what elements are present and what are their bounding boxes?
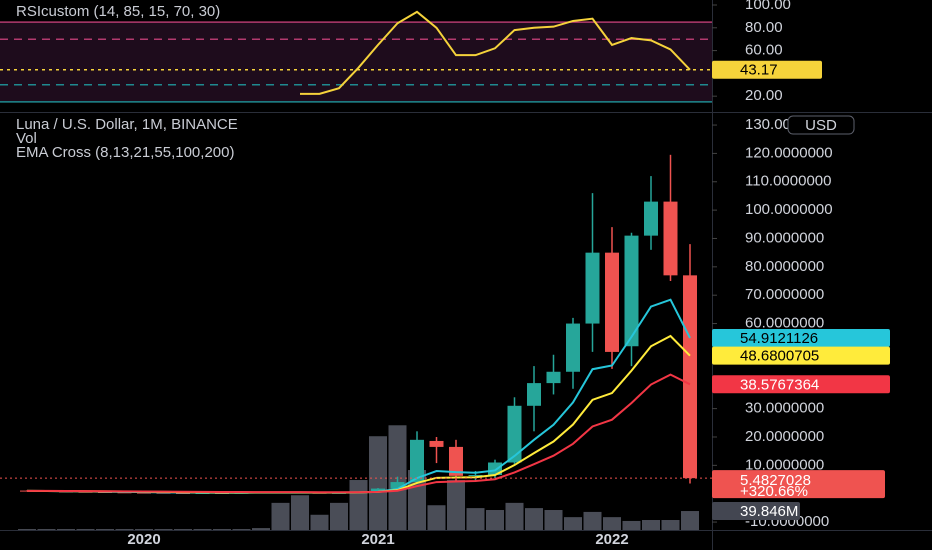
volume-bar	[193, 529, 212, 530]
ema-title: EMA Cross (8,13,21,55,100,200)	[16, 144, 234, 161]
candle-body	[429, 440, 444, 447]
candle-body	[527, 383, 541, 406]
volume-bar	[427, 505, 446, 530]
volume-bar	[252, 528, 270, 530]
y-tick-label: 120.0000000	[745, 144, 833, 161]
volume-title: Vol	[16, 130, 37, 147]
y-tick-label: 90.0000000	[745, 229, 824, 246]
y-tick-label: 20.00	[745, 87, 783, 104]
candle-body	[390, 482, 405, 489]
candle-body	[644, 201, 658, 236]
y-tick-label: 100.0000000	[745, 201, 833, 218]
candle-body	[468, 474, 483, 476]
volume-bar	[603, 517, 621, 530]
volume-bar	[115, 529, 134, 530]
x-tick-label: 2022	[595, 531, 628, 548]
volume-bar	[544, 510, 563, 530]
y-tick-label: 60.0000000	[745, 315, 824, 332]
volume-bar	[466, 508, 485, 530]
volume-bar	[330, 502, 348, 530]
y-tick-label: 60.00	[745, 42, 783, 59]
candle-body	[683, 275, 697, 479]
volume-bar	[174, 529, 192, 530]
rsi-line	[300, 10, 691, 95]
plot: 100.0080.0060.0020.0043.17130.0000000120…	[0, 0, 890, 548]
y-tick-label: 80.0000000	[745, 258, 824, 275]
volume-bar	[622, 520, 641, 530]
price-change-label: +320.66%	[740, 483, 808, 500]
volume-bar	[213, 529, 231, 530]
last-price-box	[712, 470, 885, 499]
candle-body	[507, 405, 522, 463]
volume-bar	[135, 529, 153, 530]
volume-bar	[154, 529, 173, 530]
y-tick-label: 20.0000000	[745, 428, 824, 445]
volume-bar	[232, 529, 251, 530]
x-tick-label: 2021	[361, 531, 394, 548]
volume-bar	[37, 529, 56, 530]
ema-last-label: 48.6800705	[740, 348, 819, 365]
volume-bar	[57, 529, 75, 530]
volume-bar	[661, 520, 680, 530]
candle-body	[371, 488, 385, 492]
volume-bar	[447, 480, 465, 530]
y-tick-label: 80.00	[745, 19, 783, 36]
rsi-last-label: 43.17	[740, 62, 778, 79]
y-tick-label: 110.0000000	[745, 173, 831, 190]
currency-box	[787, 115, 855, 135]
volume-bar	[271, 502, 290, 530]
ema-last-label: 54.9121126	[740, 330, 818, 347]
candle-body	[605, 252, 619, 352]
y-tick-label: 100.00	[745, 0, 791, 13]
x-tick-label: 2020	[127, 531, 160, 548]
volume-bar	[642, 520, 660, 530]
candle-body	[663, 201, 678, 276]
candle-body	[624, 235, 639, 347]
volume-bar	[505, 502, 524, 530]
volume-bar	[681, 511, 699, 530]
volume-bar	[18, 529, 36, 530]
currency-label: USD	[805, 117, 837, 134]
ema-last-label-box	[712, 375, 890, 394]
volume-bar	[583, 511, 602, 530]
candle-body	[410, 439, 424, 483]
rsi-band	[0, 22, 712, 102]
rsi-title: RSIcustom (14, 85, 15, 70, 30)	[16, 3, 220, 20]
y-tick-label: 70.0000000	[745, 286, 824, 303]
volume-bar	[525, 508, 543, 530]
volume-bar	[349, 480, 368, 530]
candle-body	[585, 252, 600, 324]
candle-body	[566, 323, 580, 372]
volume-bar	[291, 495, 309, 530]
ema-last-label: 38.5767364	[740, 376, 819, 393]
ema-last-label-box	[712, 346, 890, 365]
volume-bar	[76, 529, 95, 530]
candle-body	[546, 371, 561, 384]
candle-body	[449, 446, 463, 476]
y-tick-label: 10.0000000	[745, 456, 824, 473]
last-price-label: 5.4827028	[740, 472, 811, 489]
ema-line	[26, 334, 691, 494]
chart-title: Luna / U.S. Dollar, 1M, BINANCE	[16, 116, 238, 133]
volume-last-label-box	[712, 502, 800, 521]
ema-last-label-box	[712, 328, 890, 347]
ema-line	[26, 373, 691, 494]
volume-bar	[564, 517, 582, 530]
y-tick-label: 30.0000000	[745, 400, 824, 417]
ema-line	[26, 298, 691, 494]
rsi-last-label-box	[712, 60, 822, 79]
candle-body	[488, 462, 502, 475]
volume-bar	[369, 436, 387, 530]
volume-bar	[486, 510, 504, 530]
volume-bar	[96, 529, 114, 530]
volume-last-label: 39.846M	[740, 503, 798, 520]
volume-bar	[310, 514, 329, 530]
